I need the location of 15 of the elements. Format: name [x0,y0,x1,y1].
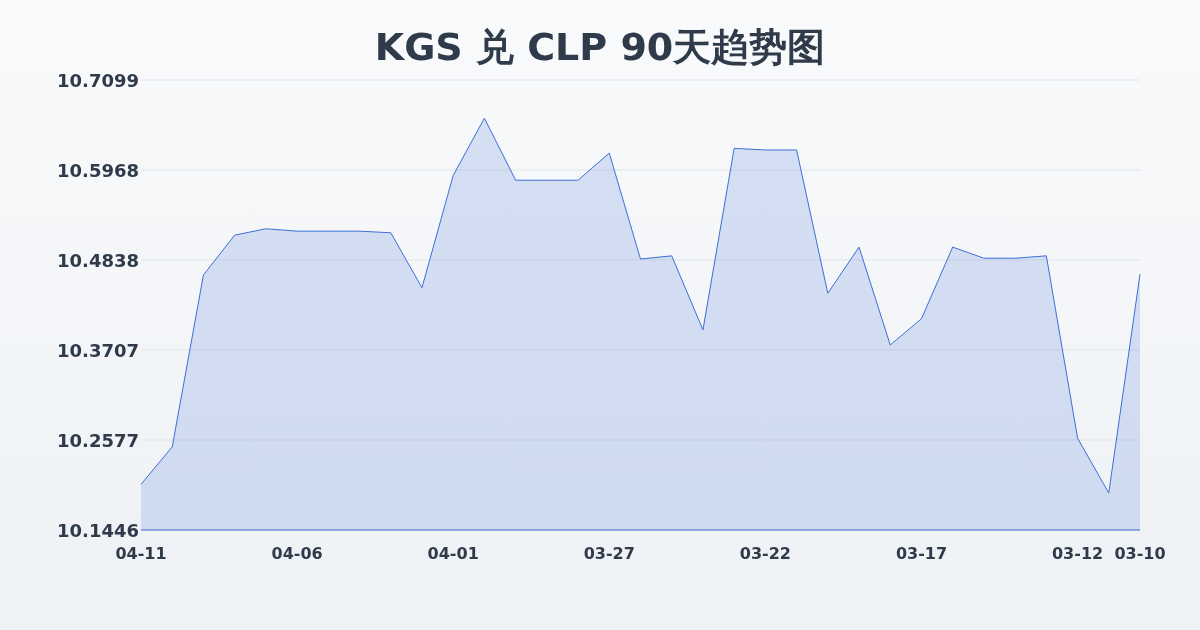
y-tick-label: 10.3707 [57,340,139,362]
x-tick-label: 03-22 [739,544,791,563]
y-tick-label: 10.5968 [57,160,139,182]
x-tick-label: 04-06 [271,544,323,563]
y-tick-label: 10.4838 [57,249,139,271]
chart-title: KGS 兑 CLP 90天趋势图 [374,25,826,69]
x-tick-label: 04-01 [427,544,479,563]
x-tick-label: 03-27 [583,544,635,563]
x-tick-label: 04-11 [115,544,167,563]
y-tick-label: 10.7099 [57,70,139,91]
x-tick-label: 03-17 [895,544,948,563]
x-tick-label: 03-10 [1114,544,1166,563]
y-tick-label: 10.2577 [57,429,139,451]
x-tick-label: 03-12 [1051,544,1104,563]
y-tick-label: 10.1446 [57,520,139,541]
